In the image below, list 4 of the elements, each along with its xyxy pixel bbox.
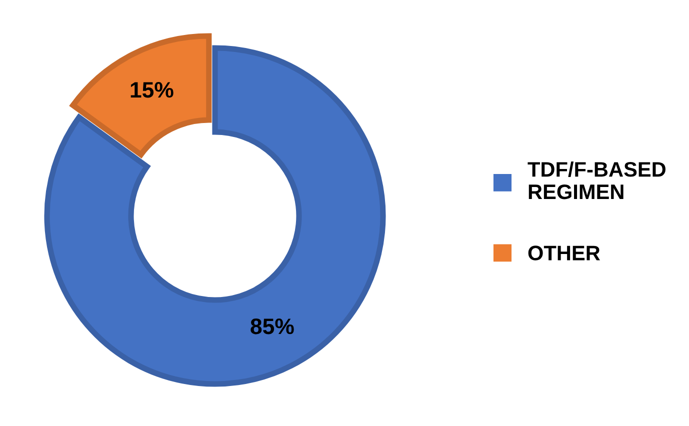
data-label: 15% (130, 82, 174, 98)
legend-label: OTHER (528, 246, 600, 260)
legend-label: TDF/F-BASED REGIMEN (528, 161, 666, 200)
data-label: 85% (250, 318, 294, 334)
